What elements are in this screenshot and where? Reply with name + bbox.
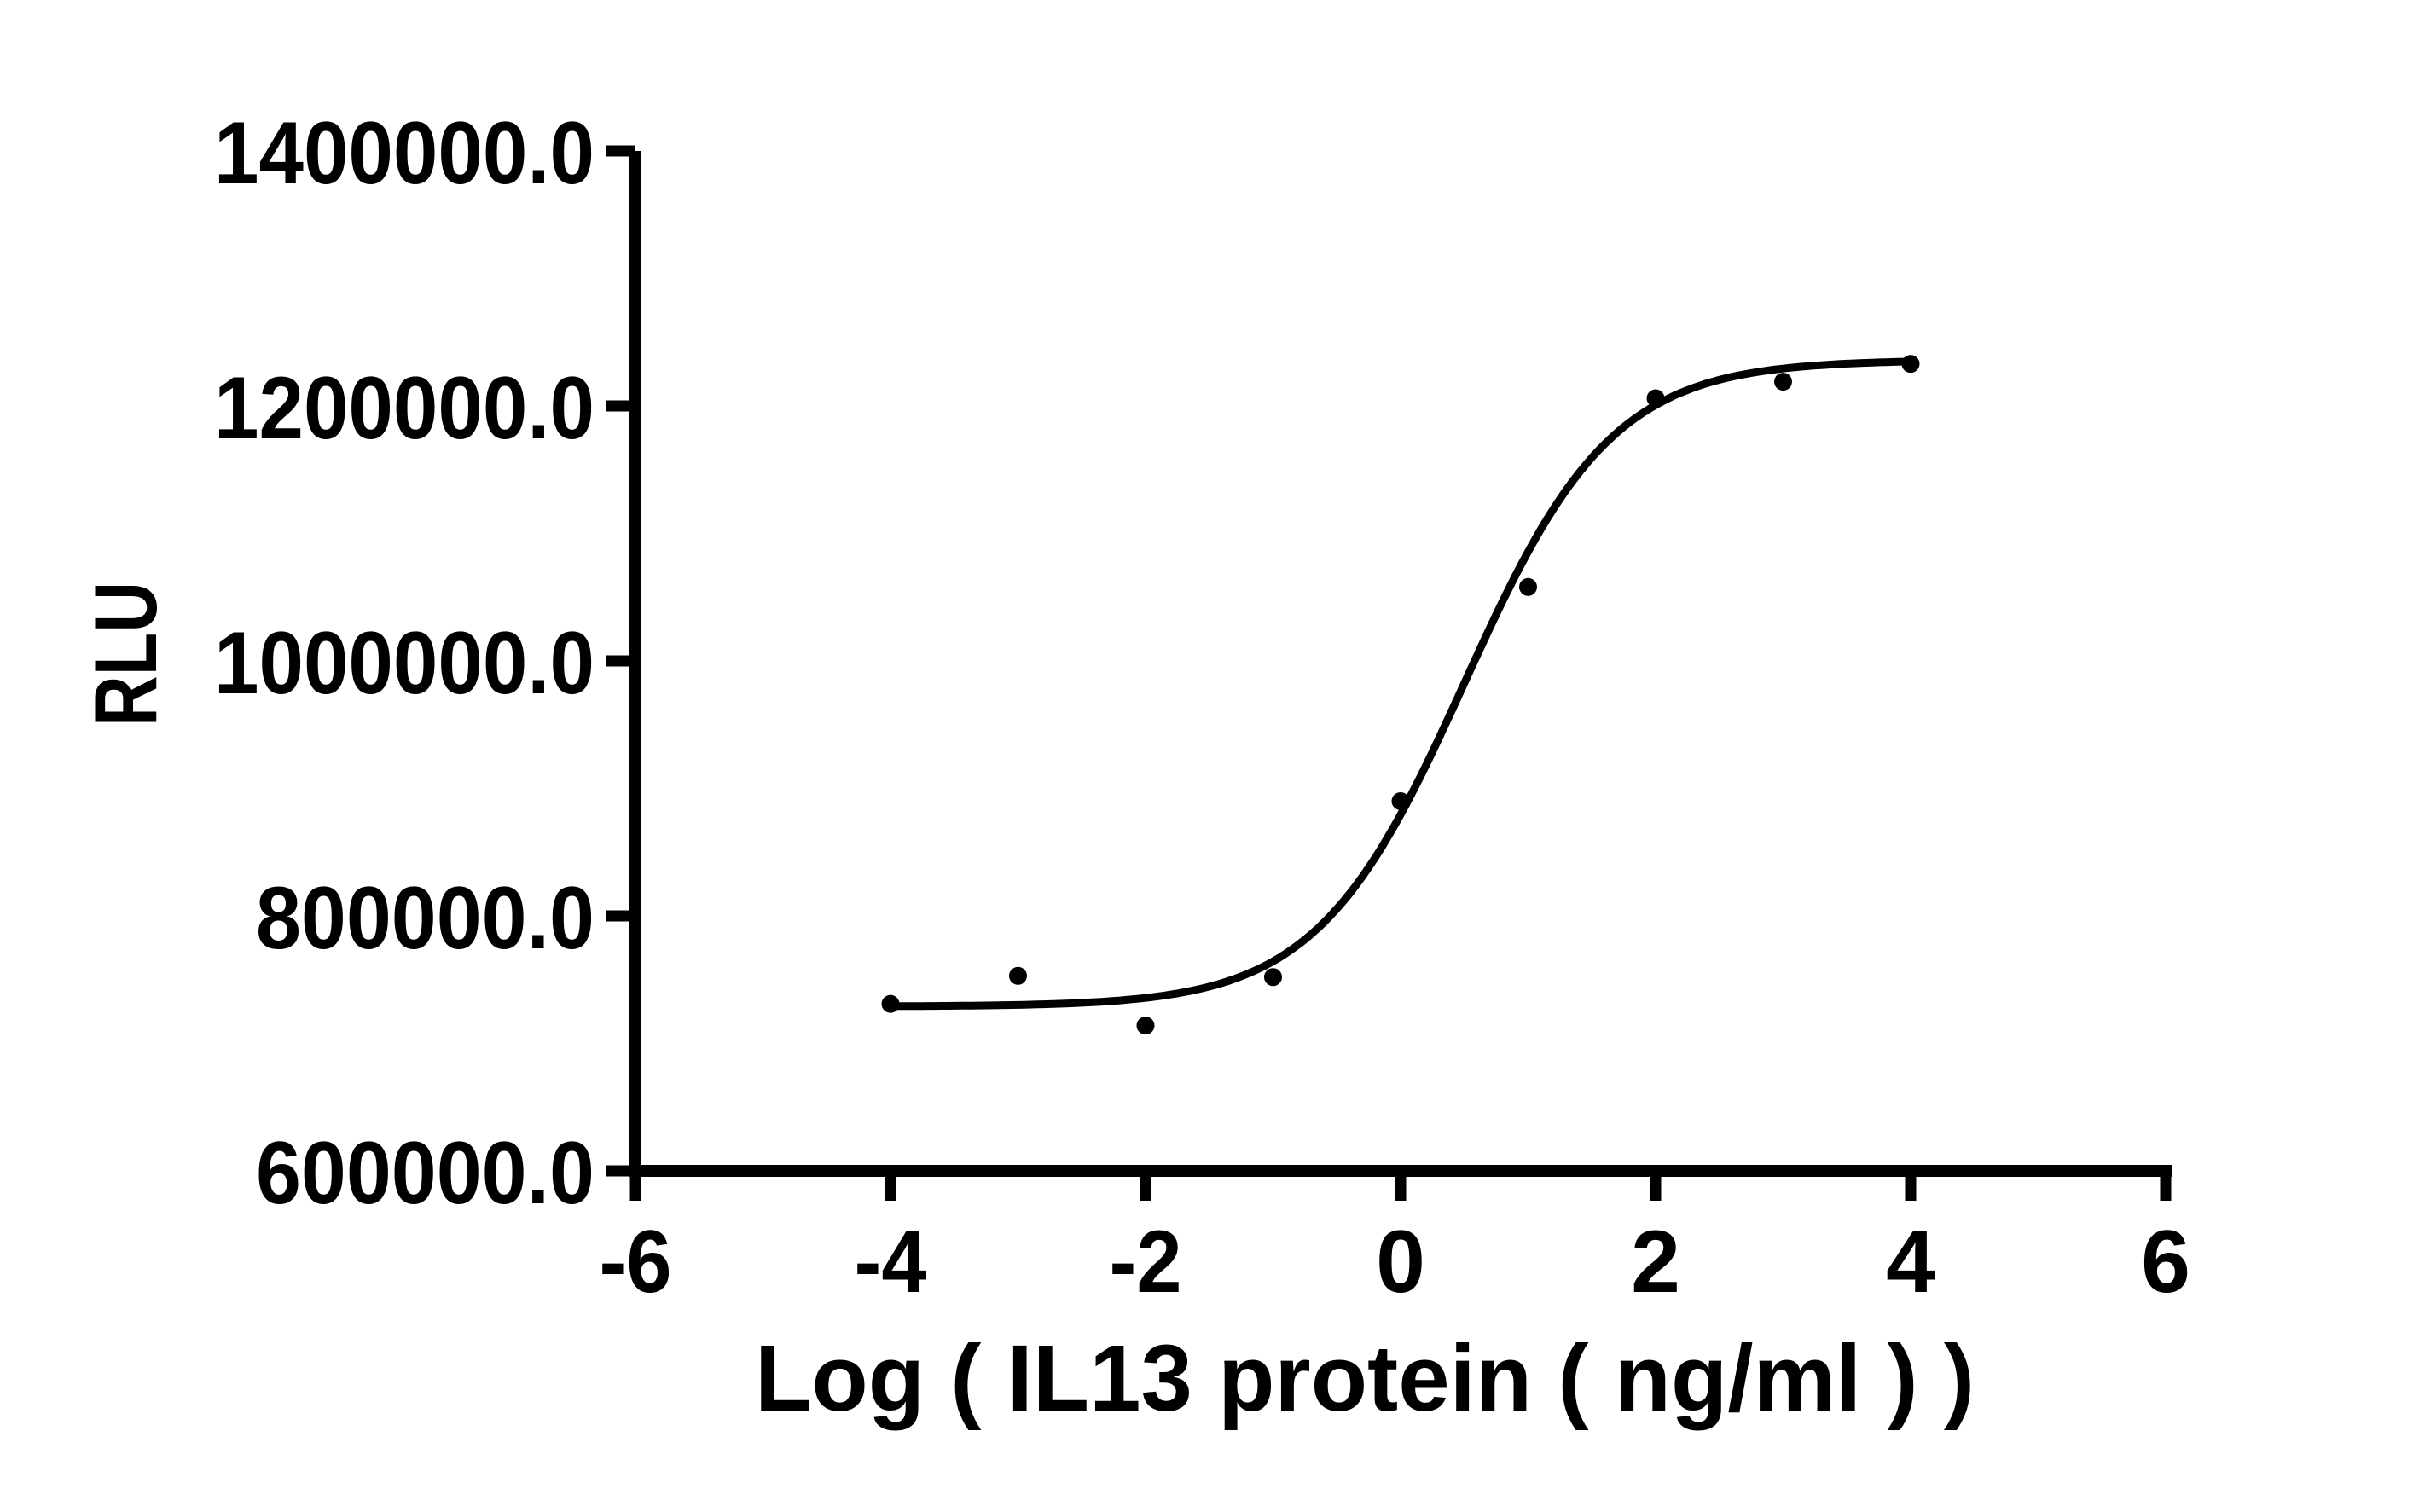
y-tick-label: 600000.0 (256, 1124, 595, 1223)
x-tick-label: 2 (1631, 1213, 1680, 1312)
x-tick-label: -4 (855, 1213, 927, 1312)
data-point (1136, 1017, 1155, 1035)
data-point (1774, 373, 1792, 391)
data-point (881, 994, 900, 1013)
data-point (1901, 355, 1920, 374)
data-point (1391, 791, 1410, 810)
data-point (1264, 968, 1282, 987)
y-tick-label: 1400000.0 (214, 104, 595, 203)
x-axis-title: Log ( IL13 protein ( ng/ml ) ) (755, 1326, 1975, 1431)
x-tick-label: 0 (1376, 1213, 1425, 1312)
data-point (1646, 389, 1665, 408)
y-tick-label: 800000.0 (256, 869, 595, 968)
x-tick-label: -2 (1110, 1213, 1182, 1312)
x-tick-label: 4 (1886, 1213, 1935, 1312)
x-tick-label: -6 (600, 1213, 672, 1312)
y-tick-label: 1200000.0 (214, 359, 595, 458)
y-tick-label: 1000000.0 (214, 614, 595, 713)
data-point (1009, 966, 1027, 985)
y-axis-title: RLU (77, 582, 176, 727)
x-tick-label: 6 (2141, 1213, 2190, 1312)
data-point (1519, 577, 1537, 596)
fit-curve (886, 357, 1915, 1011)
